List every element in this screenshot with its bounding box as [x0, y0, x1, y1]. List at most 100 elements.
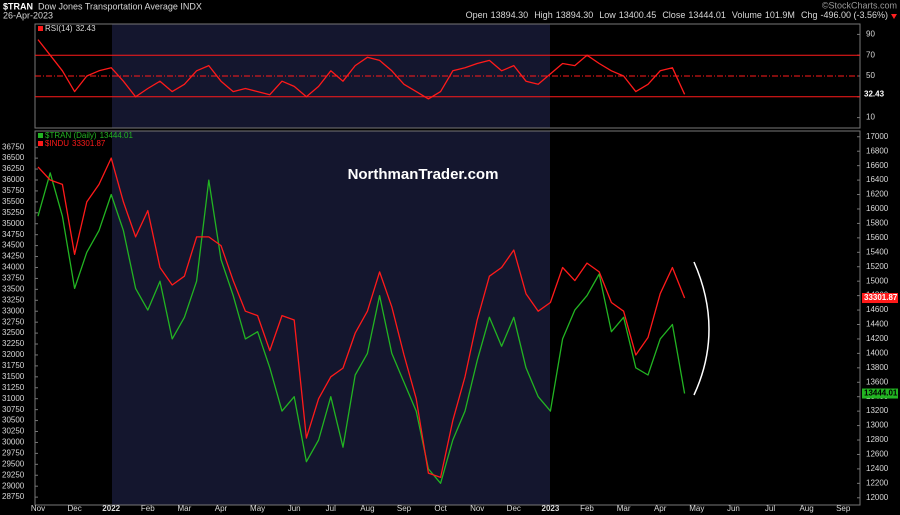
rsi-tick-label: 10 — [866, 113, 875, 122]
last-value-tag — [862, 293, 898, 304]
y2-tick-label: 15400 — [866, 247, 889, 256]
legend-swatch — [38, 26, 43, 31]
y2-tick-label: 13600 — [866, 377, 889, 386]
y2-tick-label: 15000 — [866, 276, 889, 285]
series-line — [37, 39, 686, 100]
y-tick-label: 31250 — [2, 383, 25, 392]
y-tick-label: 32750 — [2, 317, 25, 326]
y2-tick-label: 15600 — [866, 233, 889, 242]
y-tick-label: 29500 — [2, 459, 25, 468]
y-tick-label: 30250 — [2, 427, 25, 436]
y-tick-label: 34000 — [2, 263, 25, 272]
y-tick-label: 33000 — [2, 306, 25, 315]
last-value-label: 33301.87 — [864, 293, 898, 302]
rsi-tick-label: 90 — [866, 30, 875, 39]
x-tick-label: 2022 — [102, 504, 120, 513]
y-tick-label: 29750 — [2, 448, 25, 457]
y2-tick-label: 16400 — [866, 175, 889, 184]
y2-tick-label: 17000 — [866, 132, 889, 141]
y2-tick-label: 16000 — [866, 204, 889, 213]
legend-value: 13444.01 — [100, 131, 134, 140]
last-value-tag — [862, 388, 898, 399]
x-tick-label: May — [689, 504, 704, 513]
quote-label: Volume — [732, 10, 762, 20]
y2-tick-label: 12200 — [866, 478, 889, 487]
quote-value: 101.9M — [765, 10, 795, 20]
y-tick-label: 35250 — [2, 208, 25, 217]
y-tick-label: 34250 — [2, 252, 25, 261]
x-tick-label: Oct — [434, 504, 447, 513]
quote-value: 13444.01 — [688, 10, 726, 20]
y2-tick-label: 16200 — [866, 190, 889, 199]
y2-tick-label: 12600 — [866, 450, 889, 459]
x-tick-label: Aug — [799, 504, 813, 513]
quote-label: Chg — [801, 10, 818, 20]
legend-value: 33301.87 — [72, 139, 106, 148]
x-tick-label: Nov — [31, 504, 45, 513]
x-tick-label: Apr — [215, 504, 228, 513]
x-tick-label: Nov — [470, 504, 484, 513]
legend-entry: $INDU 33301.87 — [45, 139, 106, 148]
x-tick-label: Dec — [67, 504, 81, 513]
quote-label: Open — [466, 10, 488, 20]
y-tick-label: 32250 — [2, 339, 25, 348]
y2-tick-label: 12800 — [866, 435, 889, 444]
year-shading — [112, 24, 550, 128]
x-tick-label: Sep — [836, 504, 851, 513]
x-tick-label: May — [250, 504, 265, 513]
last-value-label: 32.43 — [864, 89, 885, 98]
bracket-annotation — [693, 261, 710, 396]
y-tick-label: 28750 — [2, 492, 25, 501]
x-tick-label: Mar — [617, 504, 631, 513]
series-line — [37, 157, 686, 479]
y2-tick-label: 13000 — [866, 421, 889, 430]
y2-tick-label: 14200 — [866, 334, 889, 343]
x-tick-label: 2023 — [542, 504, 560, 513]
y-tick-label: 33500 — [2, 284, 25, 293]
down-arrow — [891, 14, 897, 19]
x-tick-label: Jul — [326, 504, 336, 513]
watermark: NorthmanTrader.com — [348, 166, 499, 183]
quote: Open 13894.30 High 13894.30 Low 13400.45 Close… — [466, 10, 888, 20]
security-name: Dow Jones Transportation Average INDX — [38, 1, 202, 11]
x-tick-label: Jun — [288, 504, 301, 513]
x-tick-label: Apr — [654, 504, 667, 513]
x-tick-label: Feb — [141, 504, 155, 513]
price-panel — [34, 130, 861, 506]
y-tick-label: 36000 — [2, 175, 25, 184]
quote-value: 13894.30 — [556, 10, 594, 20]
y-tick-label: 31750 — [2, 361, 25, 370]
y-tick-label: 35000 — [2, 219, 25, 228]
y-tick-label: 36500 — [2, 153, 25, 162]
x-tick-label: Jul — [765, 504, 775, 513]
last-value-tag — [862, 89, 886, 100]
rsi-tick-label: 70 — [866, 50, 875, 59]
x-tick-label: Sep — [397, 504, 412, 513]
x-tick-label: Jun — [727, 504, 740, 513]
y2-tick-label: 13800 — [866, 363, 889, 372]
source: ©StockCharts.com — [822, 0, 897, 10]
quote-value: 13400.45 — [619, 10, 657, 20]
y-tick-label: 29000 — [2, 481, 25, 490]
last-value-label: 13444.01 — [864, 389, 898, 398]
y-tick-label: 36750 — [2, 142, 25, 151]
y-tick-label: 34750 — [2, 230, 25, 239]
y-tick-label: 33250 — [2, 295, 25, 304]
y-tick-label: 35750 — [2, 186, 25, 195]
y2-tick-label: 15800 — [866, 219, 889, 228]
y-tick-label: 30750 — [2, 405, 25, 414]
quote-value: 13894.30 — [491, 10, 529, 20]
y-tick-label: 32500 — [2, 328, 25, 337]
y2-tick-label: 14600 — [866, 305, 889, 314]
y-tick-label: 31000 — [2, 394, 25, 403]
y-tick-label: 35500 — [2, 197, 25, 206]
y2-tick-label: 16800 — [866, 146, 889, 155]
y-tick-label: 30500 — [2, 416, 25, 425]
legend-name: RSI(14) — [45, 24, 73, 33]
y2-tick-label: 14400 — [866, 320, 889, 329]
y-tick-label: 34500 — [2, 241, 25, 250]
y2-tick-label: 13200 — [866, 406, 889, 415]
y-tick-label: 31500 — [2, 372, 25, 381]
